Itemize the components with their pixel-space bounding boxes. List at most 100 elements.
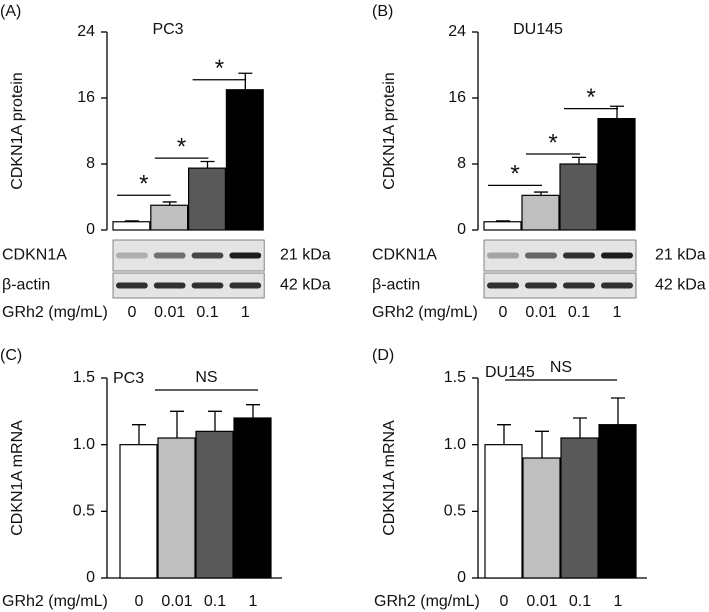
bar: [119, 444, 158, 579]
y-tick-label: 24: [448, 23, 466, 40]
bar: [225, 89, 264, 231]
chart-title: DU145: [513, 21, 563, 38]
chart-title: PC3: [113, 370, 144, 387]
blot-band: [116, 252, 148, 259]
blot-band: [153, 282, 186, 289]
bar: [522, 457, 561, 579]
blot-band: [487, 252, 519, 259]
x-tick-label: 1: [614, 593, 623, 610]
y-tick-label: 0: [457, 569, 466, 586]
error-bar: [246, 404, 260, 418]
y-tick-label: 1.5: [73, 369, 95, 386]
x-tick-label: 0.1: [569, 593, 591, 610]
y-tick-label: 1.5: [444, 369, 466, 386]
blot-band: [525, 282, 557, 289]
y-tick-label: 0: [86, 569, 95, 586]
blot-size: 21 kDa: [655, 247, 706, 264]
blot-band: [525, 252, 557, 259]
x-tick-label: 0: [500, 593, 509, 610]
y-tick-label: 1.0: [73, 436, 95, 453]
significance-label: *: [548, 129, 557, 156]
blot-size: 42 kDa: [655, 277, 706, 294]
blot-band: [229, 252, 262, 259]
error-bar: [124, 220, 139, 222]
x-tick-label: 0.1: [568, 304, 590, 321]
bar: [150, 204, 189, 231]
error-bar: [200, 160, 215, 169]
y-tick-label: 0.5: [444, 503, 466, 520]
blot-band: [229, 282, 262, 289]
x-axis-label: GRh2 (mg/mL): [374, 593, 480, 610]
y-tick-label: 8: [86, 155, 95, 172]
x-tick-label: 0: [127, 304, 136, 321]
error-bar: [132, 424, 146, 445]
error-bar: [238, 72, 253, 90]
x-tick-label: 0: [135, 593, 144, 610]
bar: [560, 437, 599, 579]
error-bar: [208, 410, 222, 432]
blot-label: β-actin: [372, 277, 420, 294]
error-bar: [535, 430, 549, 458]
x-tick-label: 1: [613, 304, 622, 321]
significance-label: *: [510, 161, 519, 188]
bar: [597, 118, 636, 231]
bar: [484, 444, 523, 579]
error-bar: [534, 191, 548, 196]
blot-band: [487, 282, 519, 289]
error-bar: [496, 220, 510, 222]
bar: [157, 437, 196, 579]
blot-band: [116, 282, 148, 289]
error-bar: [162, 201, 177, 206]
x-tick-label: 1: [241, 304, 250, 321]
x-tick-label: 0.01: [161, 593, 192, 610]
panel-label: (D): [372, 347, 394, 364]
error-bar: [611, 397, 625, 425]
bar: [483, 221, 522, 231]
x-axis-label: GRh2 (mg/mL): [372, 304, 478, 321]
significance-label: *: [215, 55, 224, 82]
y-tick-label: 16: [448, 89, 466, 106]
y-axis-label: CDKN1A protein: [9, 72, 26, 189]
panel-label: (A): [0, 3, 21, 20]
panel-label: (C): [0, 347, 22, 364]
x-tick-label: 0.1: [196, 304, 218, 321]
blot-size: 21 kDa: [280, 247, 331, 264]
significance-label: NS: [195, 369, 217, 386]
x-tick-label: 0.1: [204, 593, 226, 610]
bar: [195, 430, 234, 579]
blot-band: [153, 252, 186, 259]
significance-label: NS: [550, 359, 572, 376]
panel-label: (B): [372, 3, 393, 20]
blot-band: [191, 252, 224, 259]
x-tick-label: 0.01: [525, 304, 556, 321]
y-tick-label: 16: [77, 89, 95, 106]
bar: [598, 424, 637, 579]
y-tick-label: 1.0: [444, 436, 466, 453]
bar: [559, 163, 598, 231]
error-bar: [572, 156, 586, 164]
significance-label: *: [177, 133, 186, 160]
x-tick-label: 0.01: [154, 304, 185, 321]
blot-band: [563, 252, 595, 259]
x-tick-label: 0.01: [526, 593, 557, 610]
blot-label: CDKN1A: [2, 247, 67, 264]
error-bar: [497, 424, 511, 445]
chart-title: PC3: [152, 21, 183, 38]
y-axis-label: CDKN1A mRNA: [9, 420, 26, 536]
error-bar: [573, 417, 587, 438]
blot-band: [601, 282, 633, 289]
y-tick-label: 8: [457, 155, 466, 172]
bar: [112, 221, 151, 231]
y-axis-label: CDKN1A mRNA: [381, 420, 398, 536]
chart-title: DU145: [485, 364, 535, 381]
blot-label: β-actin: [2, 277, 50, 294]
blot-band: [563, 282, 595, 289]
bar: [233, 417, 272, 579]
bar: [188, 167, 227, 231]
x-tick-label: 1: [249, 593, 258, 610]
error-bar: [170, 410, 184, 438]
y-tick-label: 24: [77, 23, 95, 40]
blot-band: [601, 252, 633, 259]
y-axis-label: CDKN1A protein: [381, 72, 398, 189]
